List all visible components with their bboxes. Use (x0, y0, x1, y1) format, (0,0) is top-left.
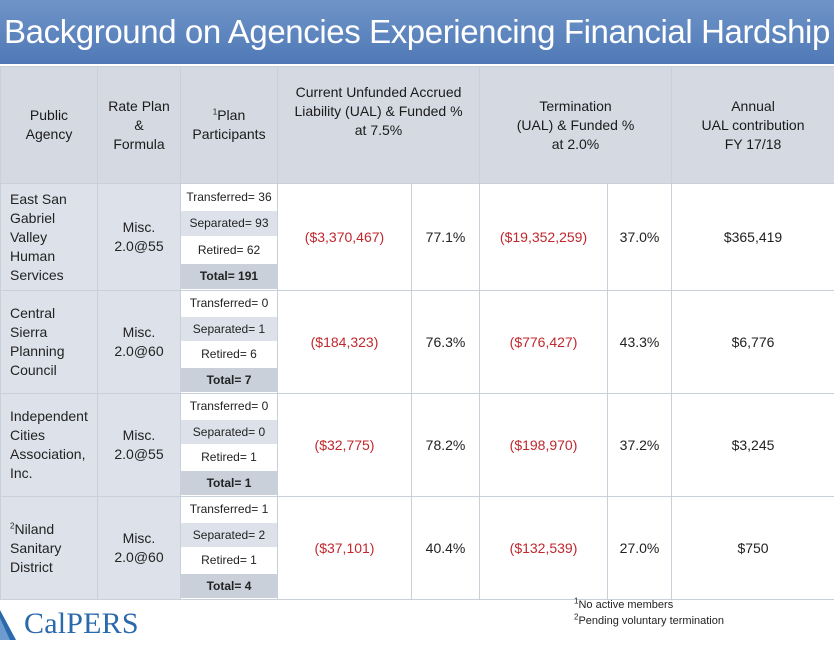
table-row: East San Gabriel Valley Human Services Misc. 2… (0, 183, 834, 291)
current-ual: ($32,775) (277, 393, 412, 497)
current-ual: ($37,101) (277, 496, 412, 600)
current-funded-pct: 78.2% (410, 393, 481, 497)
logo-text: CalPERS (24, 607, 139, 640)
plan-participants: Transferred= 1 Separated= 2 Retired= 1 Tota… (180, 496, 278, 600)
header-rate-plan: Rate Plan & Formula (97, 66, 181, 184)
header-annual-contribution: Annual UAL contribution FY 17/18 (671, 66, 834, 184)
annual-contribution: $365,419 (671, 183, 834, 291)
header-participants: 1Plan Participants (180, 66, 278, 184)
header-current-ual: Current Unfunded Accrued Liability (UAL) … (276, 66, 481, 184)
agency-name: 2Niland Sanitary District (0, 496, 98, 600)
agency-name: Independent Cities Association, Inc. (0, 393, 98, 497)
plan-participants: Transferred= 0 Separated= 1 Retired= 6 Tota… (180, 290, 278, 394)
rate-plan: Misc. 2.0@55 (97, 183, 181, 291)
participant-total: Total= 191 (181, 263, 277, 290)
agency-name: East San Gabriel Valley Human Services (0, 183, 98, 291)
participant-count: Separated= 2 (181, 522, 277, 548)
termination-funded-pct: 43.3% (607, 290, 673, 394)
plan-participants: Transferred= 0 Separated= 0 Retired= 1 Tota… (180, 393, 278, 497)
table-row: 2Niland Sanitary District Misc. 2.0@60 Transf… (0, 496, 834, 600)
participant-count: Separated= 0 (181, 419, 277, 445)
header-termination: Termination (UAL) & Funded % at 2.0% (479, 66, 673, 184)
annual-contribution: $3,245 (671, 393, 834, 497)
current-ual: ($3,370,467) (277, 183, 412, 291)
hardship-table: Public Agency Rate Plan & Formula 1Plan Part… (0, 66, 834, 600)
footnotes: 1No active members 2Pending voluntary te… (574, 597, 724, 629)
rate-plan: Misc. 2.0@60 (97, 290, 181, 394)
participant-count: Separated= 93 (181, 210, 277, 237)
termination-ual: ($132,539) (479, 496, 609, 600)
table-row: Independent Cities Association, Inc. Misc. 2.… (0, 393, 834, 497)
termination-funded-pct: 37.2% (607, 393, 673, 497)
page-title: Background on Agencies Experiencing Fina… (4, 13, 830, 50)
rate-plan: Misc. 2.0@55 (97, 393, 181, 497)
participant-count: Retired= 1 (181, 445, 277, 471)
agency-name: Central Sierra Planning Council (0, 290, 98, 394)
current-funded-pct: 76.3% (410, 290, 481, 394)
participant-count: Separated= 1 (181, 316, 277, 342)
participant-count: Transferred= 0 (181, 394, 277, 420)
current-funded-pct: 40.4% (410, 496, 481, 600)
participant-total: Total= 7 (181, 367, 277, 393)
participant-count: Retired= 1 (181, 548, 277, 574)
header-row: Public Agency Rate Plan & Formula 1Plan Part… (0, 66, 834, 184)
rate-plan: Misc. 2.0@60 (97, 496, 181, 600)
annual-contribution: $6,776 (671, 290, 834, 394)
participant-count: Transferred= 0 (181, 291, 277, 317)
termination-ual: ($198,970) (479, 393, 609, 497)
termination-funded-pct: 27.0% (607, 496, 673, 600)
calpers-emblem-icon (0, 610, 16, 640)
calpers-logo: CalPERS (0, 604, 139, 644)
termination-funded-pct: 37.0% (607, 183, 673, 291)
termination-ual: ($776,427) (479, 290, 609, 394)
title-bar: Background on Agencies Experiencing Fina… (0, 0, 834, 64)
annual-contribution: $750 (671, 496, 834, 600)
participant-count: Retired= 62 (181, 237, 277, 264)
participant-count: Retired= 6 (181, 342, 277, 368)
current-ual: ($184,323) (277, 290, 412, 394)
participant-count: Transferred= 36 (181, 184, 277, 211)
participant-total: Total= 1 (181, 470, 277, 496)
termination-ual: ($19,352,259) (479, 183, 609, 291)
footnote-1: 1No active members (574, 596, 674, 611)
current-funded-pct: 77.1% (410, 183, 481, 291)
table-row: Central Sierra Planning Council Misc. 2.0@60 T… (0, 290, 834, 394)
footnote-2: 2Pending voluntary termination (574, 612, 724, 627)
header-agency: Public Agency (0, 66, 98, 184)
plan-participants: Transferred= 36 Separated= 93 Retired= 62 T… (180, 183, 278, 291)
participant-total: Total= 4 (181, 573, 277, 599)
participant-count: Transferred= 1 (181, 497, 277, 523)
